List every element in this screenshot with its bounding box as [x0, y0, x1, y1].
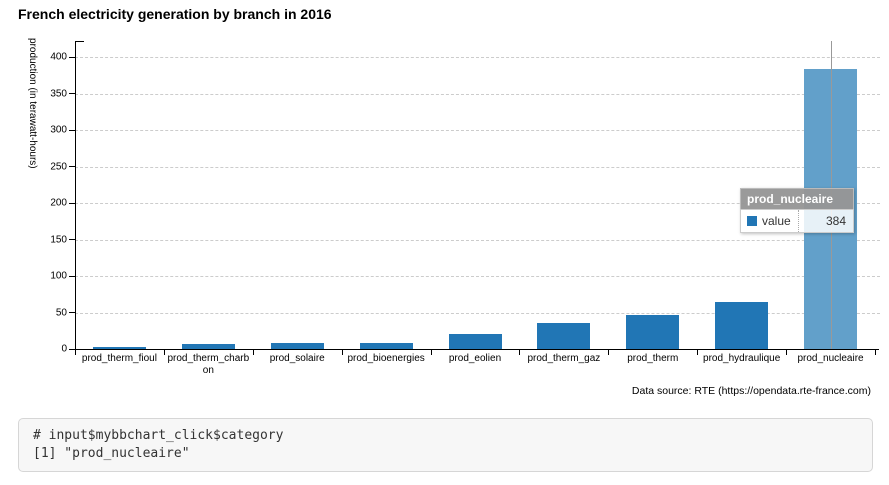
console-line-2: [1] "prod_nucleaire"	[33, 446, 190, 461]
x-axis-line	[75, 349, 879, 350]
bar-prod_hydraulique[interactable]	[715, 302, 769, 349]
bar-prod_bioenergies[interactable]	[359, 343, 413, 349]
x-category-label: prod_hydraulique	[703, 353, 781, 364]
tooltip-value: 384	[798, 210, 853, 232]
y-grid-line	[75, 276, 880, 277]
y-axis-tick	[69, 275, 75, 277]
x-category-label: prod_eolien	[448, 353, 502, 364]
x-category-label: prod_therm_charbon	[167, 353, 250, 376]
chart-title: French electricity generation by branch …	[18, 6, 332, 22]
y-grid-line	[75, 93, 880, 95]
y-grid-line	[75, 312, 880, 314]
y-tick-label: 0	[61, 343, 67, 355]
y-grid-line	[75, 166, 880, 168]
series-color-swatch-icon	[747, 216, 757, 226]
y-grid-line	[75, 203, 880, 204]
x-axis-tick	[252, 349, 254, 355]
x-axis-tick	[163, 349, 165, 355]
x-axis-tick	[75, 349, 76, 355]
x-axis-tick	[608, 349, 610, 355]
x-axis-tick	[519, 349, 521, 355]
y-tick-label: 350	[50, 88, 67, 99]
x-category-label: prod_bioenergies	[347, 353, 425, 364]
bar-prod_therm_gaz[interactable]	[537, 323, 591, 349]
y-tick-label: 50	[55, 307, 67, 318]
bar-prod_solaire[interactable]	[270, 343, 324, 349]
y-tick-label: 200	[50, 197, 67, 209]
x-category-label: prod_therm_gaz	[527, 353, 601, 364]
y-axis-end-cap	[75, 41, 84, 42]
y-axis-tick	[69, 166, 75, 167]
y-axis-tick	[69, 312, 75, 313]
bar-prod_therm[interactable]	[626, 315, 680, 349]
y-grid-line	[75, 130, 880, 131]
x-axis-tick	[341, 349, 343, 355]
y-axis-tick	[69, 348, 75, 350]
x-axis-tick	[430, 349, 432, 355]
y-tick-label: 250	[50, 161, 67, 172]
y-axis-label: production (in terawatt-hours)	[27, 38, 38, 169]
y-axis-tick	[69, 56, 75, 58]
y-axis-tick	[69, 202, 75, 204]
bar-prod_therm_fioul[interactable]	[92, 346, 146, 349]
x-axis-tick	[786, 349, 788, 355]
data-source-caption: Data source: RTE (https://opendata.rte-f…	[631, 385, 871, 397]
x-category-label: prod_solaire	[269, 353, 325, 364]
tooltip-header: prod_nucleaire	[740, 188, 854, 209]
tooltip-series: value	[741, 210, 798, 232]
tooltip-body: value 384	[740, 209, 854, 233]
y-tick-label: 300	[50, 124, 67, 136]
tooltip: prod_nucleaire value 384	[740, 188, 854, 233]
x-axis-tick	[697, 349, 699, 355]
y-grid-line	[75, 57, 880, 58]
y-tick-label: 400	[50, 51, 67, 63]
bar-prod_eolien[interactable]	[448, 333, 502, 349]
x-axis-tick	[875, 349, 876, 355]
y-axis-tick	[69, 239, 75, 240]
y-axis-tick	[69, 93, 75, 94]
y-tick-label: 100	[50, 270, 67, 282]
y-tick-label: 150	[50, 234, 67, 245]
x-category-label: prod_nucleaire	[797, 353, 864, 364]
y-axis-tick	[69, 129, 75, 131]
console-line-1: # input$mybbchart_click$category	[33, 428, 284, 443]
y-grid-line	[75, 239, 880, 241]
tooltip-series-label: value	[762, 214, 791, 228]
bar-prod_therm_charbon[interactable]	[181, 343, 235, 349]
x-category-label: prod_therm_fioul	[81, 353, 157, 364]
console-output: # input$mybbchart_click$category [1] "pr…	[18, 418, 873, 472]
y-axis-line	[75, 41, 76, 350]
x-category-label: prod_therm	[627, 353, 679, 364]
bar-chart: production (in terawatt-hours) 0 50 100 150…	[27, 38, 880, 376]
